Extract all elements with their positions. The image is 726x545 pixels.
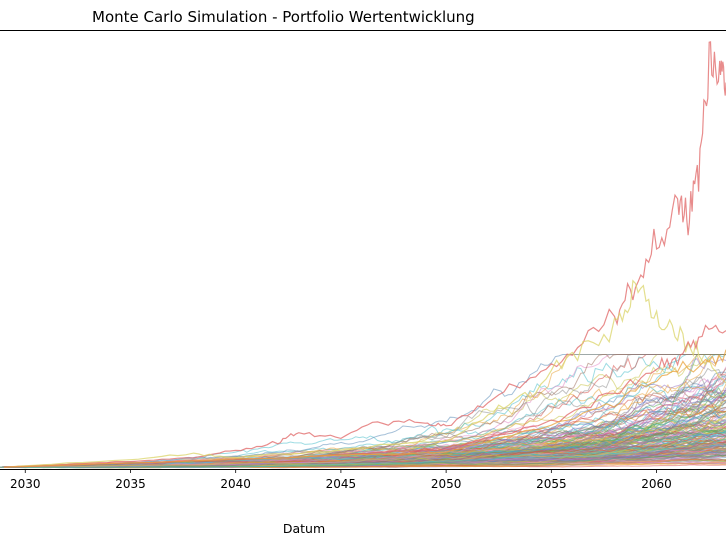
highlighted-path-1 [4, 279, 726, 468]
highlighted-path-3 [4, 349, 726, 468]
x-tick-label: 2040 [220, 477, 251, 491]
simulation-paths-bundle [0, 353, 726, 469]
x-axis-ticks: 2030 2035 2040 2045 2050 2055 2060 [10, 469, 672, 491]
chart-title: Monte Carlo Simulation - Portfolio Werte… [92, 8, 475, 26]
x-tick-label: 2050 [431, 477, 462, 491]
simulation-path [0, 436, 726, 469]
x-tick-label: 2055 [536, 477, 567, 491]
simulation-path [0, 436, 726, 468]
highlighted-path-0 [4, 41, 726, 468]
highlighted-paths [4, 41, 726, 468]
x-tick-label: 2060 [641, 477, 672, 491]
x-tick-label: 2030 [10, 477, 41, 491]
x-tick-label: 2035 [115, 477, 146, 491]
x-tick-label: 2045 [326, 477, 357, 491]
x-axis-label: Datum [283, 521, 325, 536]
